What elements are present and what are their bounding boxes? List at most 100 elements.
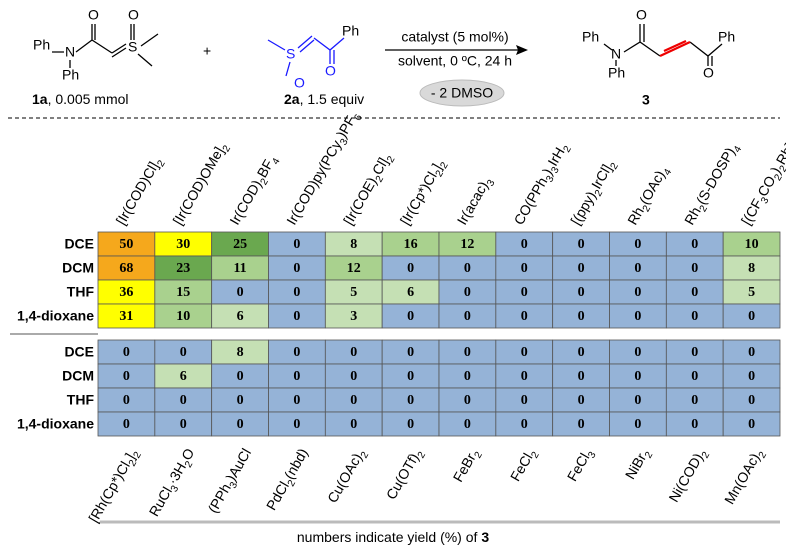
cell-value: 0: [237, 417, 244, 432]
atom: Ph: [33, 37, 50, 53]
cell-value: 0: [407, 345, 414, 360]
cell: [211, 363, 269, 389]
cell: [722, 303, 781, 329]
cell: [609, 303, 667, 329]
label: 1a: [32, 91, 48, 107]
cell-value: 0: [748, 417, 755, 432]
bonds: [603, 24, 723, 66]
catalyst-label: [Ir(COD)OMe]2: [169, 139, 233, 230]
atom: S: [286, 46, 295, 62]
cell: [97, 411, 156, 437]
cell: [381, 231, 440, 257]
atom: Ph: [608, 65, 625, 81]
cell-value: 8: [350, 237, 357, 252]
cell-value: 15: [176, 285, 190, 300]
row-label: DCM: [62, 368, 94, 384]
cell-value: 0: [578, 369, 585, 384]
catalyst-label: Ni(COD)2: [665, 445, 713, 507]
cell-value: 0: [691, 309, 698, 324]
cell: [211, 387, 269, 413]
cell: [552, 411, 610, 437]
cell-value: 0: [350, 417, 357, 432]
row-label: THF: [67, 392, 95, 408]
cell: [552, 231, 610, 257]
cell: [722, 255, 781, 281]
compound-label: 1a, 0.005 mmol: [32, 91, 129, 107]
catalyst-label: Rh2(OAc)4: [624, 162, 675, 229]
cell-value: 6: [180, 369, 187, 384]
cell-value: 0: [123, 417, 130, 432]
cell-value: 68: [119, 261, 133, 276]
cell-value: 0: [407, 393, 414, 408]
cell: [438, 231, 497, 257]
cell-value: 0: [464, 285, 471, 300]
cell-value: 0: [464, 345, 471, 360]
cell: [324, 411, 383, 437]
cell-value: 0: [634, 417, 641, 432]
cell-value: 0: [180, 393, 187, 408]
catalyst-label: [(ppy)2IrCl]2: [567, 156, 621, 229]
cell: [154, 231, 213, 257]
cell: [722, 279, 781, 305]
amount: , 1.5 equiv: [300, 91, 365, 107]
cell-value: 0: [578, 417, 585, 432]
atom: O: [128, 7, 139, 23]
cell: [154, 255, 213, 281]
cell: [495, 387, 554, 413]
cell: [722, 387, 781, 413]
catalyst-label: [Ir(COE)2Cl]2: [340, 149, 398, 229]
cell-value: 0: [521, 393, 528, 408]
catalyst-label: PdCl2(nbd): [263, 445, 315, 515]
cell: [154, 411, 213, 437]
cell: [154, 303, 213, 329]
cell-value: 0: [521, 285, 528, 300]
compound-label: 3: [642, 92, 650, 108]
cell: [324, 231, 383, 257]
cell: [381, 387, 440, 413]
cell: [268, 303, 326, 329]
cell-value: 0: [578, 261, 585, 276]
cell-value: 0: [691, 369, 698, 384]
row-label: DCE: [64, 344, 94, 360]
cell-value: 0: [123, 393, 130, 408]
cell-value: 0: [691, 261, 698, 276]
atom: Ph: [62, 67, 79, 83]
cell-value: 0: [350, 369, 357, 384]
cell: [211, 255, 269, 281]
cell: [495, 255, 554, 281]
cell: [609, 339, 667, 365]
cell: [665, 303, 724, 329]
cell: [609, 411, 667, 437]
cell: [665, 411, 724, 437]
row-label: DCE: [64, 236, 94, 252]
cell-value: 0: [293, 393, 300, 408]
alkene: [659, 39, 691, 57]
cell: [722, 339, 781, 365]
row-label: 1,4-dioxane: [17, 308, 94, 324]
footer: numbers indicate yield (%) of 3: [297, 529, 489, 545]
cell-value: 0: [521, 345, 528, 360]
atom: N: [65, 44, 75, 60]
cell-value: 0: [634, 237, 641, 252]
cell-value: 0: [407, 369, 414, 384]
cell-value: 0: [464, 417, 471, 432]
cell: [438, 363, 497, 389]
cell: [381, 339, 440, 365]
cell: [211, 339, 269, 365]
atom: Ph: [582, 29, 599, 45]
atom: O: [703, 65, 714, 81]
cell-value: 10: [176, 309, 190, 324]
cell-value: 0: [578, 345, 585, 360]
atom: O: [294, 75, 305, 91]
cell: [97, 363, 156, 389]
catalyst-label: Rh2(S-DOSP)4: [681, 139, 745, 229]
cell-value: 50: [119, 237, 133, 252]
cell-value: 0: [293, 261, 300, 276]
cell-value: 6: [237, 309, 244, 324]
atom: O: [88, 7, 99, 23]
cell: [438, 303, 497, 329]
cell: [552, 339, 610, 365]
cell: [609, 255, 667, 281]
cell-value: 0: [350, 345, 357, 360]
